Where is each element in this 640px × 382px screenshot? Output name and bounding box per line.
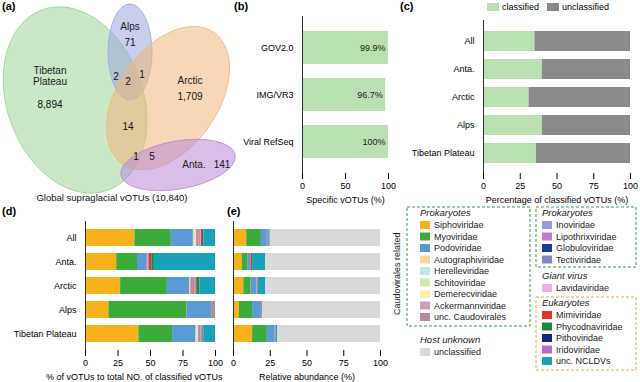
svg-text:unc. NCLDVs: unc. NCLDVs (556, 356, 611, 366)
svg-text:0: 0 (231, 358, 236, 368)
html-text:(c): (c) (400, 0, 414, 12)
svg-text:Host unknown: Host unknown (420, 334, 480, 345)
svg-text:0: 0 (83, 358, 88, 368)
svg-text:96.7%: 96.7% (357, 90, 383, 100)
svg-text:75: 75 (178, 358, 188, 368)
svg-text:Anta.: Anta. (55, 257, 76, 267)
svg-text:Herelleviridae: Herelleviridae (434, 266, 489, 276)
svg-text:75: 75 (339, 358, 349, 368)
svg-text:Global supraglacial vOTUs (10,: Global supraglacial vOTUs (10,840) (36, 192, 187, 203)
svg-text:All: All (66, 233, 76, 243)
svg-text:unc. Caudovirales: unc. Caudovirales (434, 312, 507, 322)
svg-text:All: All (464, 36, 474, 46)
svg-text:Pithoviridae: Pithoviridae (556, 333, 603, 343)
svg-text:14: 14 (122, 121, 134, 132)
svg-text:Prokaryotes: Prokaryotes (420, 207, 471, 218)
svg-text:Arctic: Arctic (54, 281, 77, 291)
html-text:(a): (a) (2, 0, 16, 12)
svg-text:50: 50 (145, 358, 155, 368)
svg-text:Tectiviridae: Tectiviridae (556, 255, 601, 265)
svg-text:Autographiviridae: Autographiviridae (434, 255, 504, 265)
svg-text:1: 1 (133, 151, 139, 162)
svg-text:Demerecviridae: Demerecviridae (434, 289, 497, 299)
svg-text:5: 5 (149, 151, 155, 162)
svg-text:Myoviridae: Myoviridae (434, 232, 478, 242)
svg-text:GOV2.0: GOV2.0 (261, 43, 294, 53)
html-text:(e): (e) (227, 205, 241, 217)
svg-text:100: 100 (623, 181, 638, 191)
svg-text:50: 50 (552, 181, 562, 191)
svg-text:Eukaryotes: Eukaryotes (542, 297, 590, 308)
html-text:(b): (b) (234, 0, 248, 12)
svg-text:Viral RefSeq: Viral RefSeq (243, 137, 293, 147)
svg-text:0: 0 (481, 181, 486, 191)
svg-text:Iridoviridae: Iridoviridae (556, 345, 600, 355)
svg-text:Arctic: Arctic (178, 75, 203, 86)
svg-text:Mimiviridae: Mimiviridae (556, 310, 602, 320)
svg-text:1,709: 1,709 (177, 91, 202, 102)
svg-text:Lipothrixviridae: Lipothrixviridae (556, 232, 617, 242)
svg-text:100: 100 (208, 358, 223, 368)
svg-text:100: 100 (381, 181, 396, 191)
svg-text:0: 0 (300, 181, 305, 191)
svg-text:Podoviridae: Podoviridae (434, 243, 482, 253)
svg-text:Anta.: Anta. (182, 159, 205, 170)
html-text:(d): (d) (2, 205, 16, 217)
svg-text:1: 1 (139, 69, 145, 80)
svg-text:% of vOTUs to total NO. of cla: % of vOTUs to total NO. of classified vO… (46, 372, 223, 382)
svg-text:Caudovirales related: Caudovirales related (392, 232, 402, 315)
svg-text:Arctic: Arctic (452, 92, 475, 102)
svg-text:141: 141 (214, 159, 231, 170)
svg-text:Relative abundance (%): Relative abundance (%) (259, 372, 355, 382)
svg-text:25: 25 (265, 358, 275, 368)
svg-text:25: 25 (113, 358, 123, 368)
svg-text:Ackermannviridae: Ackermannviridae (434, 301, 506, 311)
html-text:unclassified: unclassified (562, 2, 609, 12)
html-text:classified: classified (502, 2, 539, 12)
svg-text:2: 2 (125, 76, 131, 87)
svg-text:Anta.: Anta. (453, 64, 474, 74)
svg-text:99.9%: 99.9% (360, 43, 386, 53)
svg-text:Schitoviridae: Schitoviridae (434, 278, 486, 288)
svg-text:Specific vOTUs (%): Specific vOTUs (%) (306, 195, 385, 205)
svg-text:100%: 100% (362, 137, 385, 147)
svg-text:8,894: 8,894 (37, 99, 62, 110)
svg-text:Percentage of classified vOTUs: Percentage of classified vOTUs (%) (486, 195, 629, 205)
svg-text:71: 71 (124, 37, 136, 48)
svg-text:Lavidaviridae: Lavidaviridae (556, 283, 609, 293)
svg-text:50: 50 (302, 358, 312, 368)
svg-text:Alps: Alps (457, 120, 475, 130)
svg-text:Alps: Alps (59, 305, 77, 315)
svg-text:IMG/VR3: IMG/VR3 (256, 90, 293, 100)
svg-text:TibetanPlateau: TibetanPlateau (33, 65, 67, 87)
svg-text:Alps: Alps (120, 21, 139, 32)
svg-text:Phycodnaviridae: Phycodnaviridae (556, 322, 623, 332)
svg-text:100: 100 (373, 358, 388, 368)
svg-text:25: 25 (515, 181, 525, 191)
svg-text:50: 50 (340, 181, 350, 191)
svg-text:Globuloviridae: Globuloviridae (556, 243, 614, 253)
svg-text:Prokaryotes: Prokaryotes (542, 207, 593, 218)
svg-text:Siphoviridae: Siphoviridae (434, 220, 484, 230)
svg-text:Tibetan Plateau: Tibetan Plateau (412, 148, 475, 158)
svg-text:Giant virus: Giant virus (542, 270, 588, 281)
svg-text:2: 2 (113, 71, 119, 82)
svg-text:75: 75 (589, 181, 599, 191)
svg-text:Tibetan Plateau: Tibetan Plateau (14, 329, 77, 339)
svg-text:unclassified: unclassified (434, 347, 481, 357)
svg-text:Inoviridae: Inoviridae (556, 220, 595, 230)
